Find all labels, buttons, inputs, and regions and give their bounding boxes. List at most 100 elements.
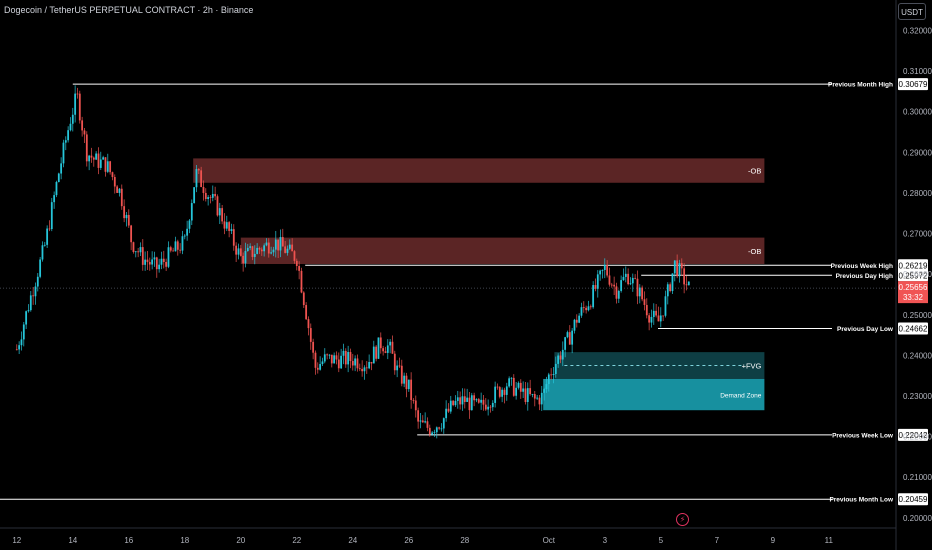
y-tick-label: 0.20000 [903,514,932,523]
candle-body [596,274,599,289]
y-tick-label: 0.31000 [903,67,932,76]
candle-body [638,287,641,297]
candle-body [561,349,564,360]
candle-body [263,245,266,252]
y-tick-label: 0.26000 [903,270,932,279]
candle-body [550,374,553,376]
candle-body [428,427,431,435]
candle-body [449,400,452,412]
candle-body [246,247,249,252]
level-price-value: 0.24662 [899,324,928,333]
candle-body [36,276,39,287]
candle-body [286,248,289,253]
candle-body [442,418,445,429]
level-price-value: 0.25972 [899,271,928,280]
currency-unit-button[interactable]: USDT [898,3,926,20]
candle-body [503,389,506,395]
candle-body [538,397,541,405]
candle-body [104,157,107,172]
level-price-tag [898,428,928,441]
candle-body [536,397,539,399]
candle-body [447,408,450,412]
candle-body [260,249,263,252]
candle-body [277,239,280,251]
candle-body [363,367,366,372]
level-price-value: 0.26219 [899,261,928,270]
candle-body [211,193,214,198]
level-price-tag [898,493,928,506]
candle-body [335,355,338,360]
candle-body [557,355,560,364]
candle-body [629,283,632,285]
candle-body [599,270,602,275]
candle-body [109,161,112,173]
x-tick-label: 12 [12,536,21,545]
candle-body [181,236,184,251]
level-price-tag [898,322,928,335]
candle-body [204,192,207,199]
candle-body [76,93,79,95]
candle-body [258,247,261,250]
levels-layer: Previous Month High 0.30679 Previous Week … [0,78,928,506]
level-price-value: 0.20459 [899,495,928,504]
candle-body [342,350,345,356]
candle-body [295,260,298,267]
zone-demand [543,378,765,411]
candle-body [519,382,522,392]
candle-body [659,315,662,322]
candle-body [468,397,471,411]
candle-body [174,241,177,252]
candle-body [578,315,581,323]
x-tick-label: 11 [825,536,834,545]
candle-body [237,248,240,255]
candle-body [384,351,387,353]
candle-body [300,270,303,293]
candle-body [83,130,86,135]
candle-body [648,315,651,323]
candle-body [284,246,287,253]
candle-body [685,284,688,286]
candle-body [585,307,588,311]
candle-body [624,273,627,277]
candle-body [475,399,478,401]
candle-body [601,269,604,271]
candle-body [645,304,648,316]
lightning-event-icon[interactable]: ⚡ [676,513,689,526]
candle-body [120,188,123,207]
x-tick-label: 3 [603,536,608,545]
candle-body [662,315,665,317]
candle-body [354,358,357,366]
candle-body [573,319,576,331]
candle-body [456,397,459,401]
x-tick-label: 20 [236,536,245,545]
x-tick-label: 7 [715,536,720,545]
candle-body [433,432,436,434]
candle-body [172,250,175,252]
level-price-tag [898,78,928,91]
candle-body [90,155,93,158]
candle-body [214,193,217,197]
candle-body [106,161,109,172]
candle-body [29,295,32,311]
candle-body [32,295,35,297]
candle-body [209,197,212,198]
candle-body [489,406,492,408]
candle-body [655,310,658,316]
candle-body [102,157,105,160]
candle-body [176,241,179,250]
candle-body [594,285,597,289]
x-tick-label: Oct [543,536,556,545]
candle-body [146,259,149,263]
candle-body [132,242,135,252]
candle-body [634,277,637,279]
candle-body [365,367,368,369]
candle-body [190,203,193,221]
candle-body [554,363,557,374]
candle-body [195,169,198,188]
candle-body [15,349,18,351]
candle-body [207,197,210,199]
candle-body [438,427,441,429]
candle-body [372,346,375,364]
candle-body [39,259,42,277]
